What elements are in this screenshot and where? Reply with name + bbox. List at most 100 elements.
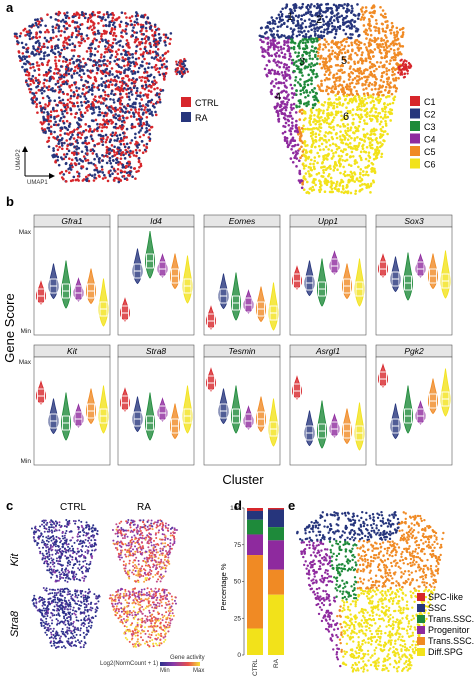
umap-point xyxy=(60,147,64,151)
feature-point xyxy=(72,547,75,550)
umap-point xyxy=(114,113,117,116)
umap-point xyxy=(336,55,340,59)
umap-point xyxy=(310,62,313,65)
umap-point xyxy=(329,113,333,117)
umap-point xyxy=(81,92,84,95)
umap-point xyxy=(366,93,370,97)
umap-point xyxy=(155,52,158,56)
umap-point xyxy=(107,39,110,43)
umap-point xyxy=(51,36,55,40)
umap-point xyxy=(61,112,64,116)
umap-point xyxy=(261,54,265,58)
umap-point xyxy=(86,37,90,40)
umap-point xyxy=(123,111,127,114)
umap-point xyxy=(360,10,364,13)
umap-point xyxy=(315,108,318,112)
umap-point xyxy=(42,73,46,77)
umap-point xyxy=(317,155,321,158)
umap-point xyxy=(384,110,387,114)
umap-point xyxy=(322,23,325,27)
umap-point xyxy=(395,30,399,33)
umap-point xyxy=(55,144,58,148)
umap-point xyxy=(141,15,145,19)
umap-point xyxy=(265,73,268,77)
umap-point xyxy=(132,26,135,29)
feature-point xyxy=(61,535,64,538)
umap-point xyxy=(306,83,310,87)
umap-point xyxy=(143,108,146,112)
umap-point xyxy=(49,110,53,114)
umap-point xyxy=(309,162,312,166)
umap-point xyxy=(407,61,411,65)
umap-point xyxy=(44,30,47,34)
umap-point xyxy=(373,39,376,43)
umap-point xyxy=(375,145,379,149)
umap-point xyxy=(60,141,64,145)
umap-point xyxy=(290,46,293,50)
umap-point xyxy=(78,27,82,31)
umap-point xyxy=(29,66,32,70)
umap-point xyxy=(107,79,110,82)
umap-point xyxy=(317,133,321,136)
umap-point xyxy=(322,57,325,60)
umap-point xyxy=(154,38,158,42)
feature-point xyxy=(85,524,88,527)
umap-point xyxy=(383,12,387,16)
feature-point xyxy=(50,539,53,542)
umap-point xyxy=(288,52,292,55)
umap-point xyxy=(153,25,157,28)
umap-point xyxy=(95,155,99,158)
umap-point xyxy=(335,182,338,186)
umap-point xyxy=(383,48,386,52)
umap-point xyxy=(294,150,298,153)
umap-point xyxy=(301,150,305,153)
umap-point xyxy=(334,32,338,36)
umap-point xyxy=(59,20,63,23)
umap-point xyxy=(283,139,287,142)
feature-point xyxy=(48,537,51,540)
umap-point xyxy=(330,87,333,90)
umap-point xyxy=(100,168,104,171)
feature-point xyxy=(45,539,48,542)
umap-point xyxy=(345,25,349,28)
feature-point xyxy=(90,527,93,530)
umap-point xyxy=(306,3,310,7)
umap-point xyxy=(96,86,99,89)
umap-point xyxy=(21,46,25,49)
umap-point xyxy=(326,30,330,34)
umap-point xyxy=(394,76,398,80)
umap-point xyxy=(106,50,109,54)
umap-point xyxy=(330,15,333,19)
umap-point xyxy=(341,71,344,75)
umap-point xyxy=(402,65,406,68)
umap-point xyxy=(26,46,30,50)
umap-point xyxy=(71,179,75,182)
umap-point xyxy=(82,84,85,88)
umap-point xyxy=(151,80,154,84)
umap-point xyxy=(147,36,150,39)
umap-point xyxy=(110,149,113,152)
umap-point xyxy=(353,85,356,89)
umap-point xyxy=(335,105,339,109)
umap-point xyxy=(135,151,139,155)
umap-point xyxy=(147,38,150,41)
umap-point xyxy=(394,56,397,59)
umap-point xyxy=(68,137,72,141)
umap-point xyxy=(291,138,294,141)
umap-point xyxy=(276,29,279,33)
umap-point xyxy=(120,34,123,38)
umap-point xyxy=(381,27,385,31)
umap-point xyxy=(332,76,335,79)
umap-point xyxy=(388,29,392,32)
umap-point xyxy=(154,113,158,117)
umap-point xyxy=(159,88,162,92)
umap-point xyxy=(327,138,331,142)
feature-point xyxy=(67,549,70,552)
umap-point xyxy=(70,83,74,87)
umap-point xyxy=(322,158,326,162)
umap-point xyxy=(59,133,62,137)
umap-point xyxy=(42,42,46,46)
umap-point xyxy=(391,101,395,105)
umap-point xyxy=(290,38,293,41)
umap-point xyxy=(154,68,158,72)
